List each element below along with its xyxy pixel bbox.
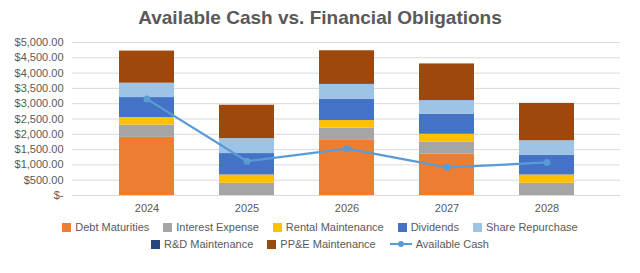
html-text:Available Cash: Available Cash	[415, 238, 489, 250]
svg-text:$4,500.00: $4,500.00	[15, 51, 64, 63]
svg-text:$5,000.00: $5,000.00	[15, 36, 64, 48]
svg-text:$2,000.00: $2,000.00	[15, 128, 64, 140]
html-text:Debt Maturities: Debt Maturities	[75, 221, 150, 233]
svg-text:2027: 2027	[435, 202, 459, 214]
html-text:R&D Maintenance: R&D Maintenance	[164, 238, 254, 250]
svg-text:$4,000.00: $4,000.00	[15, 67, 64, 79]
svg-text:$3,500.00: $3,500.00	[15, 82, 64, 94]
svg-text:$1,500.00: $1,500.00	[15, 143, 64, 155]
svg-text:$2,500.00: $2,500.00	[15, 113, 64, 125]
html-text:Available Cash vs. Financial O: Available Cash vs. Financial Obligations	[138, 7, 502, 28]
svg-text:$3,000.00: $3,000.00	[15, 97, 64, 109]
svg-text:2025: 2025	[235, 202, 259, 214]
html-text:Rental Maintenance: Rental Maintenance	[285, 221, 384, 233]
svg-text:2024: 2024	[135, 202, 159, 214]
html-text:Share Repurchase: Share Repurchase	[486, 221, 578, 233]
html-text:Interest Expense: Interest Expense	[176, 221, 259, 233]
html-text:PP&E Maintenance: PP&E Maintenance	[280, 238, 376, 250]
svg-text:$1,000.00: $1,000.00	[15, 158, 64, 170]
svg-text:$500.00: $500.00	[24, 174, 64, 186]
svg-text:$-: $-	[54, 189, 64, 201]
svg-text:2028: 2028	[535, 202, 559, 214]
svg-text:2026: 2026	[335, 202, 359, 214]
html-text:Dividends: Dividends	[410, 221, 459, 233]
